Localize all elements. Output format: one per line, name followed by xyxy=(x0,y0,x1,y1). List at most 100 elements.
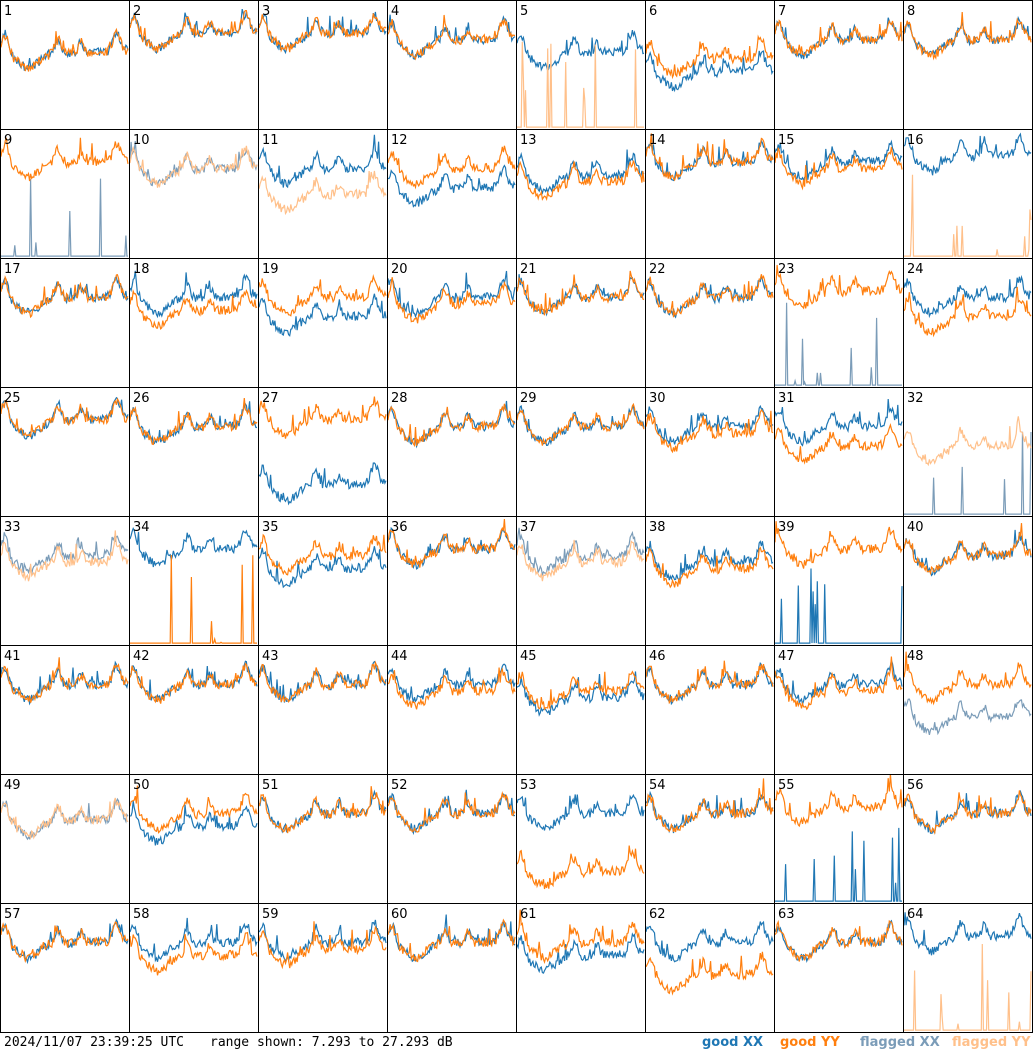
panel-41-label: 41 xyxy=(4,649,21,664)
panel-43-frame xyxy=(258,645,388,775)
panel-32-label: 32 xyxy=(907,391,924,406)
panel-12-xx-trace xyxy=(388,164,516,208)
panel-39-xx-trace xyxy=(775,568,903,644)
panel-41-yy-trace xyxy=(0,657,129,703)
panel-10-frame xyxy=(129,129,259,259)
panel-16-label: 16 xyxy=(907,133,924,148)
panel-41: 41 xyxy=(0,645,130,775)
panel-9-label: 9 xyxy=(4,133,12,148)
panel-47-frame xyxy=(774,645,904,775)
panel-47: 47 xyxy=(774,645,904,775)
panel-37-frame xyxy=(516,516,646,646)
panel-59-yy-trace xyxy=(258,921,387,970)
panel-38: 38 xyxy=(645,516,775,646)
panel-63-xx-trace xyxy=(774,919,903,964)
panel-29-yy-trace xyxy=(516,402,645,446)
panel-6-xx-trace xyxy=(645,50,774,93)
panel-23-label: 23 xyxy=(778,262,795,277)
panel-10-yy-trace xyxy=(129,145,258,189)
panel-34-label: 34 xyxy=(133,520,150,535)
panel-64-label: 64 xyxy=(907,907,924,922)
panel-4-yy-trace xyxy=(387,14,515,61)
panel-50-label: 50 xyxy=(133,778,150,793)
panel-15-yy-trace xyxy=(774,147,903,191)
panel-54-yy-trace xyxy=(645,778,774,833)
panel-32-yy-trace xyxy=(903,416,1032,467)
panel-22-yy-trace xyxy=(645,274,774,318)
panel-39-yy-trace xyxy=(774,521,903,569)
panel-56-frame xyxy=(903,774,1033,904)
panel-1-label: 1 xyxy=(4,4,12,19)
panel-42-label: 42 xyxy=(133,649,150,664)
panel-45-label: 45 xyxy=(520,649,537,664)
panel-34: 34 xyxy=(129,516,259,646)
panel-31-frame xyxy=(774,387,904,517)
panel-49-frame xyxy=(0,774,130,904)
panel-37: 37 xyxy=(516,516,646,646)
panel-13-yy-trace xyxy=(516,160,645,201)
panel-24-label: 24 xyxy=(907,262,924,277)
panel-36-frame xyxy=(387,516,517,646)
panel-27: 27 xyxy=(258,387,388,517)
panel-33-xx-trace xyxy=(0,532,129,575)
panel-61-frame xyxy=(516,903,646,1033)
panel-12-yy-trace xyxy=(387,145,516,190)
panel-21-frame xyxy=(516,258,646,388)
panel-9-xx-trace xyxy=(1,178,128,257)
panel-7-frame xyxy=(774,0,904,130)
panel-19-yy-trace xyxy=(258,274,387,317)
panel-17-frame xyxy=(0,258,130,388)
panel-15-label: 15 xyxy=(778,133,795,148)
panel-43-yy-trace xyxy=(258,660,387,704)
panel-3-frame xyxy=(258,0,388,130)
panel-7: 7 xyxy=(774,0,904,130)
panel-50: 50 xyxy=(129,774,259,904)
panel-50-xx-trace xyxy=(129,800,258,846)
panel-40-xx-trace xyxy=(903,529,1032,577)
panel-55-label: 55 xyxy=(778,778,795,793)
panel-14-frame xyxy=(645,129,775,259)
panel-33-yy-trace xyxy=(0,530,129,582)
panel-60-xx-trace xyxy=(387,914,516,963)
panel-43-label: 43 xyxy=(262,649,279,664)
panel-19-label: 19 xyxy=(262,262,279,277)
panel-28-frame xyxy=(387,387,517,517)
panel-8-label: 8 xyxy=(907,4,915,19)
panel-22-label: 22 xyxy=(649,262,666,277)
panel-55-frame xyxy=(774,774,904,904)
panel-38-frame xyxy=(645,516,775,646)
panel-19: 19 xyxy=(258,258,388,388)
panel-33: 33 xyxy=(0,516,130,646)
panel-33-label: 33 xyxy=(4,520,21,535)
panel-31: 31 xyxy=(774,387,904,517)
panel-9-yy-trace xyxy=(0,137,129,182)
panel-58-label: 58 xyxy=(133,907,150,922)
panel-44-frame xyxy=(387,645,517,775)
panel-44-xx-trace xyxy=(387,663,516,703)
panel-30-frame xyxy=(645,387,775,517)
panel-64-frame xyxy=(903,903,1033,1033)
panel-54-frame xyxy=(645,774,775,904)
panel-5-yy-trace xyxy=(517,41,644,128)
panel-25-label: 25 xyxy=(4,391,21,406)
panel-2-label: 2 xyxy=(133,4,141,19)
panel-40: 40 xyxy=(903,516,1033,646)
panel-20-xx-trace xyxy=(387,270,516,319)
legend-flagged-yy: flagged YY xyxy=(952,1035,1031,1050)
panel-59: 59 xyxy=(258,903,388,1033)
panel-1-yy-trace xyxy=(0,27,129,72)
panel-60-yy-trace xyxy=(387,918,516,963)
range-shown: range shown: 7.293 to 27.293 dB xyxy=(210,1035,453,1050)
panel-30: 30 xyxy=(645,387,775,517)
panel-19-xx-trace xyxy=(258,293,387,337)
panel-48: 48 xyxy=(903,645,1033,775)
panel-60-label: 60 xyxy=(391,907,408,922)
panel-64-yy-trace xyxy=(904,943,1032,1031)
panel-58: 58 xyxy=(129,903,259,1033)
panel-26-label: 26 xyxy=(133,391,150,406)
panel-14-label: 14 xyxy=(649,133,666,148)
panel-58-yy-trace xyxy=(129,931,258,976)
panel-31-yy-trace xyxy=(774,422,903,465)
panel-11: 11 xyxy=(258,129,388,259)
panel-10-xx-trace xyxy=(129,140,258,187)
